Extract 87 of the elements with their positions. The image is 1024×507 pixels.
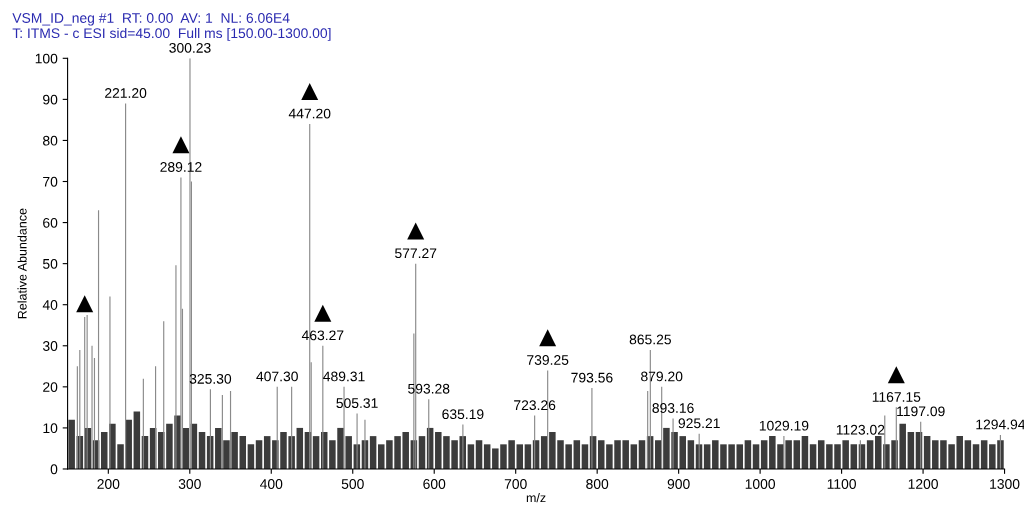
annotation: 505.31 (336, 398, 378, 409)
annotation: 865.25 (629, 334, 671, 345)
bar (296, 427, 304, 469)
bar (638, 440, 646, 469)
y-tick-label: 30 (42, 341, 58, 351)
y-tick-label: 80 (43, 135, 58, 146)
annotation: ▲ (172, 136, 190, 154)
annotation: ▲ (314, 304, 332, 322)
x-tick-label: 1200 (908, 479, 938, 489)
x-axis-title: m/z (526, 493, 546, 503)
annotation: 1197.09 (897, 406, 945, 417)
bar (475, 440, 483, 469)
y-axis-title: Relative Abundance (17, 208, 27, 319)
y-tick-label: 20 (43, 382, 58, 393)
bar (866, 440, 874, 469)
x-tick-label: 600 (423, 479, 446, 489)
x-tick-label: 400 (260, 479, 283, 489)
x-tick-label: 900 (667, 479, 690, 489)
y-tick-label: 0 (50, 464, 58, 475)
y-tick-label: 100 (35, 53, 58, 64)
bar (540, 436, 548, 469)
y-tick-label: 90 (43, 94, 58, 105)
annotation: 739.25 (527, 355, 569, 365)
bar (760, 440, 768, 469)
bar (785, 440, 792, 469)
bar (133, 411, 141, 469)
annotation: 593.28 (408, 383, 450, 394)
bar (125, 419, 132, 469)
bar (801, 436, 809, 469)
y-tick-label: 60 (43, 217, 58, 228)
annotation: 879.20 (641, 371, 683, 382)
annotation: 893.16 (652, 403, 694, 413)
bar (964, 440, 972, 469)
x-tick-label: 800 (586, 479, 609, 489)
annotation: 300.23 (169, 42, 211, 53)
bar (907, 432, 915, 469)
annotation: 925.21 (678, 418, 720, 429)
y-tick-label: 50 (42, 258, 58, 269)
annotation: 325.30 (189, 373, 232, 384)
x-tick-label: 1100 (827, 479, 856, 489)
bar (68, 419, 75, 469)
annotation: 635.19 (442, 409, 484, 420)
annotation: 1167.15 (872, 392, 921, 402)
annotation: 463.27 (301, 330, 344, 341)
x-tick-label: 1000 (745, 479, 776, 489)
x-tick-label: 700 (504, 479, 527, 489)
annotation: ▲ (887, 366, 905, 384)
annotation: ▲ (76, 295, 94, 313)
bar (255, 440, 263, 469)
annotation: 723.26 (514, 400, 556, 411)
bar (312, 436, 320, 469)
y-tick-label: 70 (43, 176, 58, 187)
bar (744, 440, 752, 469)
annotation: ▲ (301, 82, 319, 100)
bar (418, 436, 426, 469)
bar (345, 436, 352, 469)
annotation: 489.31 (323, 371, 365, 382)
x-tick-label: 200 (97, 479, 120, 489)
chart-title: VSM_ID_neg #1 RT: 0.00 AV: 1 NL: 6.06E4 (12, 13, 290, 26)
bar (182, 427, 189, 469)
bar (100, 432, 108, 469)
chart-subtitle: T: ITMS - c ESI sid=45.00 Full ms [150.00-1300.00] (12, 27, 331, 41)
annotation: 1123.02 (836, 424, 885, 435)
bar (573, 440, 581, 469)
bar (923, 436, 931, 469)
bar (263, 436, 271, 469)
annotation: 407.30 (256, 371, 298, 382)
annotation: 793.56 (571, 372, 613, 383)
annotation: ▲ (539, 329, 557, 347)
annotation: 577.27 (395, 248, 437, 259)
annotation: 447.20 (288, 108, 331, 119)
annotation: 221.20 (105, 88, 147, 98)
x-tick-label: 1300 (990, 479, 1020, 489)
annotation: 1029.19 (759, 420, 809, 431)
bar (793, 440, 801, 469)
x-tick-label: 300 (178, 479, 201, 489)
bar (980, 440, 988, 469)
bar (817, 440, 825, 469)
annotation: 289.12 (160, 162, 202, 172)
y-tick-label: 40 (42, 300, 58, 310)
bar (369, 436, 377, 469)
annotation: ▲ (407, 222, 425, 240)
bar (198, 432, 206, 469)
y-tick-label: 10 (43, 423, 58, 434)
x-tick-label: 500 (341, 479, 364, 489)
bar (687, 440, 695, 469)
bar (655, 440, 662, 469)
